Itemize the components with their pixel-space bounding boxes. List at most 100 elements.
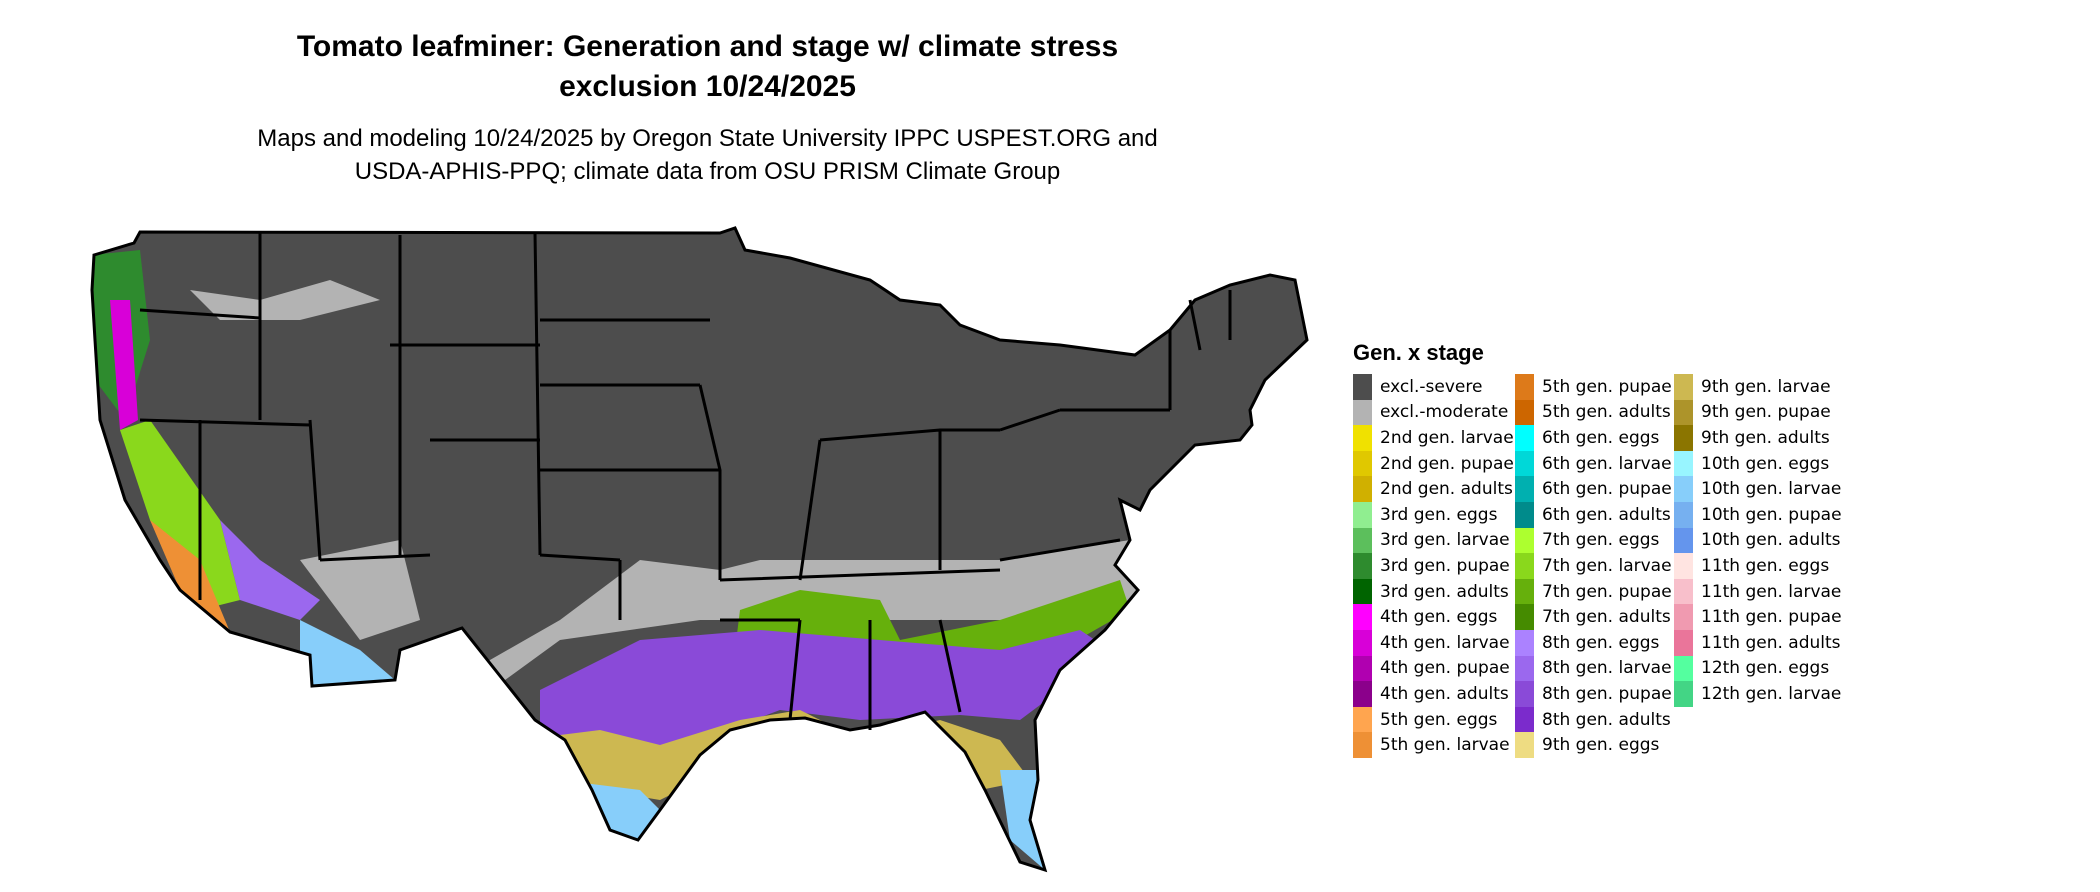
legend-item: 11th gen. eggs [1674, 553, 1836, 579]
legend-item: 5th gen. adults [1515, 399, 1674, 426]
legend-label: 11th gen. larvae [1701, 581, 1842, 602]
legend-item: 2nd gen. pupae [1353, 450, 1515, 477]
legend-item: 7th gen. adults [1515, 604, 1674, 630]
state-borders [90, 226, 1309, 872]
legend-label: 10th gen. adults [1701, 530, 1841, 551]
map-subtitle: Maps and modeling 10/24/2025 by Oregon S… [150, 122, 1265, 188]
us-map [90, 226, 1309, 872]
legend-item: 5th gen. larvae [1353, 732, 1515, 758]
legend-swatch [1674, 681, 1693, 707]
legend-swatch [1674, 450, 1693, 477]
legend-item: 6th gen. adults [1515, 501, 1674, 528]
legend-item: 9th gen. adults [1674, 425, 1836, 451]
legend-swatch [1353, 450, 1372, 477]
legend-item: 4th gen. larvae [1353, 629, 1515, 656]
legend-swatch [1515, 553, 1534, 579]
gen8-band [540, 630, 1110, 760]
legend-item: 12th gen. eggs [1674, 655, 1836, 682]
legend-label: 2nd gen. larvae [1380, 427, 1514, 448]
legend-swatch [1674, 553, 1693, 579]
legend-swatch [1353, 476, 1372, 502]
legend-swatch [1515, 732, 1534, 758]
legend-swatch [1353, 604, 1372, 630]
legend-swatch [1353, 629, 1372, 656]
legend-swatch [1515, 476, 1534, 502]
legend-swatch [1515, 629, 1534, 656]
legend-swatch [1515, 501, 1534, 528]
legend-item: 10th gen. larvae [1674, 476, 1841, 502]
legend-item: 11th gen. pupae [1674, 604, 1842, 630]
legend-item: 7th gen. pupae [1515, 578, 1674, 605]
legend-item: 5th gen. pupae [1515, 374, 1674, 400]
legend-label: 4th gen. larvae [1380, 632, 1510, 653]
legend-column: 5th gen. pupae 5th gen. adults 6th gen. eg… [1515, 374, 1674, 758]
legend-label: excl.-moderate [1380, 402, 1509, 423]
legend-label: 3rd gen. eggs [1380, 504, 1498, 525]
legend-item: 8th gen. adults [1515, 706, 1674, 733]
gen5-california [150, 520, 230, 632]
legend-label: 7th gen. eggs [1542, 530, 1660, 551]
legend-label: 11th gen. adults [1701, 632, 1841, 653]
legend-label: excl.-severe [1380, 376, 1483, 397]
map-title: Tomato leafminer: Generation and stage w… [150, 27, 1265, 107]
legend-item: 10th gen. adults [1674, 527, 1841, 554]
legend-item: 11th gen. adults [1674, 629, 1841, 656]
legend-item: 3rd gen. pupae [1353, 553, 1515, 579]
legend-item: 4th gen. adults [1353, 681, 1515, 707]
legend-swatch [1353, 374, 1372, 400]
legend-item: 3rd gen. adults [1353, 578, 1515, 605]
legend-label: 3rd gen. larvae [1380, 530, 1510, 551]
legend-swatch [1353, 681, 1372, 707]
legend-swatch [1515, 527, 1534, 554]
legend-swatch [1674, 374, 1693, 400]
legend-label: 7th gen. larvae [1542, 555, 1672, 576]
legend-label: 2nd gen. pupae [1380, 453, 1514, 474]
legend-label: 9th gen. larvae [1701, 376, 1831, 397]
legend-item: excl.-moderate [1353, 399, 1515, 426]
legend-item: 8th gen. larvae [1515, 655, 1674, 682]
legend-label: 10th gen. pupae [1701, 504, 1842, 525]
legend-swatch [1674, 527, 1693, 554]
legend-swatch [1515, 425, 1534, 451]
legend-item: 10th gen. eggs [1674, 450, 1836, 477]
legend-swatch [1515, 706, 1534, 733]
legend-swatch [1353, 706, 1372, 733]
legend-swatch [1674, 655, 1693, 682]
legend-label: 11th gen. pupae [1701, 607, 1842, 628]
legend-label: 5th gen. eggs [1380, 709, 1498, 730]
legend-label: 6th gen. pupae [1542, 479, 1672, 500]
legend-item: 5th gen. eggs [1353, 706, 1515, 733]
legend-item: 2nd gen. adults [1353, 476, 1515, 502]
legend-label: 4th gen. pupae [1380, 658, 1510, 679]
legend-item: 9th gen. eggs [1515, 732, 1674, 758]
legend-item: 6th gen. eggs [1515, 425, 1674, 451]
legend-item: 3rd gen. eggs [1353, 501, 1515, 528]
legend-label: 9th gen. adults [1701, 427, 1830, 448]
legend-item: 11th gen. larvae [1674, 578, 1841, 605]
legend-label: 5th gen. adults [1542, 402, 1671, 423]
legend-label: 5th gen. larvae [1380, 735, 1510, 756]
gen4-coast [110, 300, 138, 430]
legend-swatch [1353, 578, 1372, 605]
legend-swatch [1515, 681, 1534, 707]
legend-column: excl.-severe excl.-moderate 2nd gen. larva… [1353, 374, 1515, 758]
legend-label: 4th gen. eggs [1380, 607, 1498, 628]
legend-label: 8th gen. larvae [1542, 658, 1672, 679]
legend-swatch [1353, 425, 1372, 451]
legend-swatch [1515, 578, 1534, 605]
legend-label: 4th gen. adults [1380, 683, 1509, 704]
legend-item: 4th gen. eggs [1353, 604, 1515, 630]
legend-swatch [1515, 399, 1534, 426]
legend-item: 9th gen. pupae [1674, 399, 1836, 426]
legend-swatch [1353, 732, 1372, 758]
subtitle-line-1: Maps and modeling 10/24/2025 by Oregon S… [257, 125, 1158, 152]
legend: Gen. x stage excl.-severe excl.-moderate 2… [1353, 340, 1842, 758]
legend-swatch [1353, 399, 1372, 426]
legend-swatch [1674, 604, 1693, 630]
legend-item: 2nd gen. larvae [1353, 425, 1515, 451]
legend-swatch [1674, 578, 1693, 605]
legend-item: excl.-severe [1353, 374, 1515, 400]
title-line-1: Tomato leafminer: Generation and stage w… [296, 30, 1119, 63]
legend-swatch [1353, 501, 1372, 528]
legend-swatch [1515, 450, 1534, 477]
